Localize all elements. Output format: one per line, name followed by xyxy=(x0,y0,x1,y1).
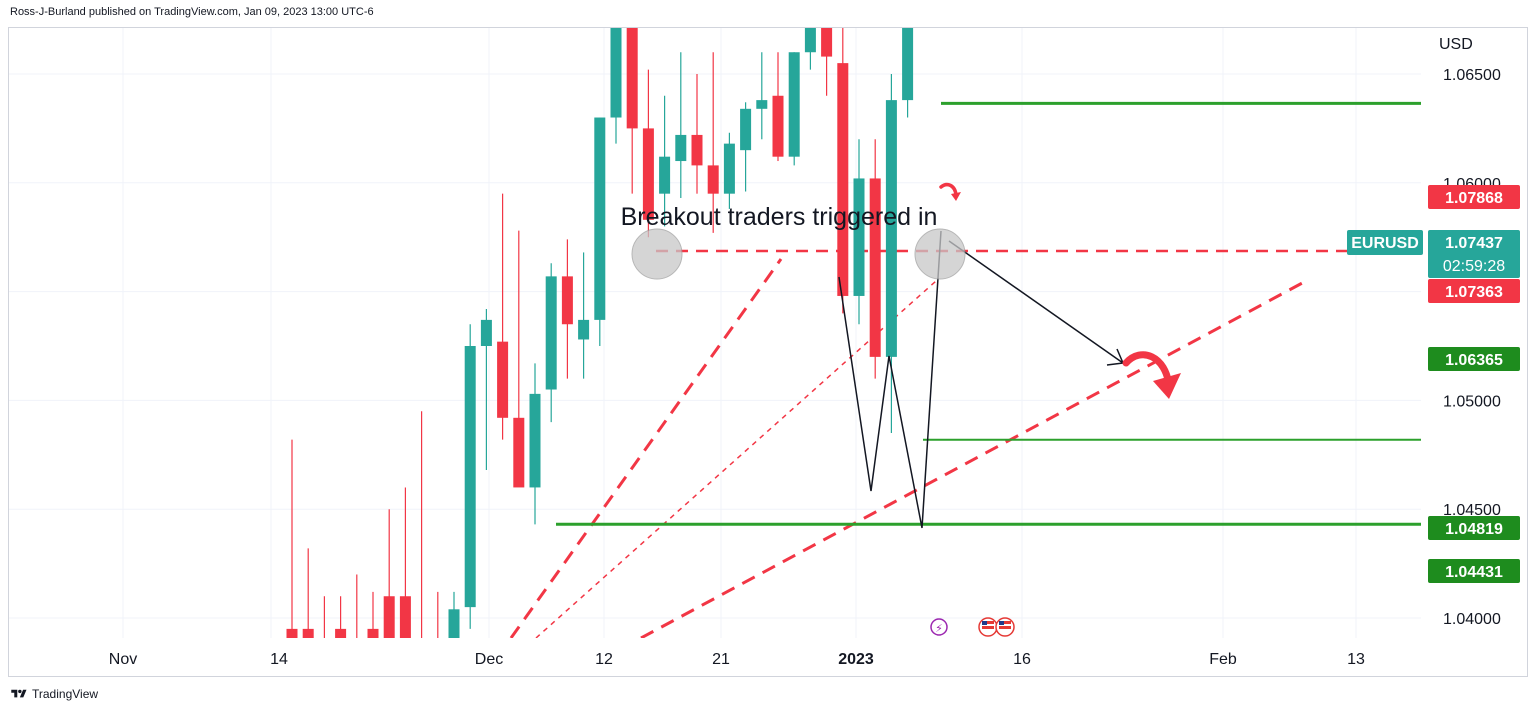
candle-body xyxy=(545,276,557,390)
trendline-steep xyxy=(509,258,783,638)
chart-frame[interactable]: 1.090001.085001.080001.065001.060001.055… xyxy=(8,27,1528,677)
small-curved-arrow xyxy=(939,182,958,197)
flag-canton xyxy=(982,621,987,625)
candle-body xyxy=(367,628,379,638)
flag-stripe xyxy=(982,626,994,629)
candle-body xyxy=(319,651,330,662)
bar-countdown: 02:59:28 xyxy=(1443,258,1505,275)
tradingview-logo-icon xyxy=(11,689,27,698)
event-lightning-glyph: ⚡ xyxy=(935,622,943,635)
price-label-value: 1.07868 xyxy=(1445,190,1503,207)
candle-body xyxy=(837,63,849,296)
candle-body xyxy=(772,95,784,157)
x-tick-label: Feb xyxy=(1209,651,1237,668)
candle-body xyxy=(610,28,622,118)
y-tick-label: 1.06500 xyxy=(1443,67,1501,84)
candle-body xyxy=(335,628,347,638)
candle-body xyxy=(902,28,914,101)
candle-body xyxy=(659,156,671,194)
candle-body xyxy=(302,628,314,638)
candle-body xyxy=(756,100,768,109)
price-label-box xyxy=(1428,279,1520,303)
last-price-box xyxy=(1428,230,1520,278)
brand-label: TradingView xyxy=(32,687,99,701)
tradingview-brand[interactable]: TradingView xyxy=(10,687,98,701)
candle-body xyxy=(497,341,509,418)
price-label-value: 1.04431 xyxy=(1445,564,1503,581)
price-label-box xyxy=(1428,559,1520,583)
candle-body xyxy=(480,319,492,346)
candle-body xyxy=(626,28,638,129)
highlight-circle xyxy=(914,228,966,280)
curved-down-arrowhead xyxy=(1153,373,1181,399)
candle-body xyxy=(513,417,525,488)
zigzag-pattern xyxy=(838,230,942,529)
candle-body xyxy=(432,640,443,662)
price-label-box xyxy=(1428,185,1520,209)
candle-body xyxy=(707,165,719,194)
trendline-lower xyxy=(640,279,1307,638)
candle-body xyxy=(594,117,606,320)
candle-body xyxy=(740,108,752,151)
plot-area: Breakout traders triggered in ⚡ xyxy=(286,28,1421,662)
candle-body xyxy=(869,178,881,357)
candle-body xyxy=(448,609,460,638)
candle-body xyxy=(561,276,573,325)
x-tick-label: 21 xyxy=(712,651,730,668)
x-tick-label: 12 xyxy=(595,651,613,668)
x-tick-label: 13 xyxy=(1347,651,1365,668)
x-tick-label: 2023 xyxy=(838,651,874,668)
publisher-credit: Ross-J-Burland published on TradingView.… xyxy=(10,6,374,18)
event-lightning-icon xyxy=(930,618,948,636)
price-label-box xyxy=(1428,347,1520,371)
price-label-box xyxy=(1428,516,1520,540)
candle-body xyxy=(383,596,395,638)
candle-body xyxy=(529,393,541,488)
candle-body xyxy=(464,346,476,608)
candle-body xyxy=(286,628,298,638)
last-price-value: 1.07437 xyxy=(1445,235,1503,252)
candle-body xyxy=(642,128,654,220)
flag-stripe xyxy=(982,621,994,624)
projection-arrow xyxy=(948,240,1124,364)
y-tick-label: 1.05000 xyxy=(1443,393,1501,410)
x-tick-label: 16 xyxy=(1013,651,1031,668)
candle-body xyxy=(853,178,865,296)
symbol-tag-label: EURUSD xyxy=(1351,235,1419,252)
candle-body xyxy=(723,143,735,194)
price-label-value: 1.07363 xyxy=(1445,284,1503,301)
chart-annotation-title: Breakout traders triggered in xyxy=(621,203,938,231)
flag-stripe xyxy=(999,621,1011,624)
small-curved-arrowhead xyxy=(951,192,961,201)
flag-canton xyxy=(999,621,1004,625)
flag-stripe xyxy=(999,626,1011,629)
highlight-circle xyxy=(631,228,683,280)
candle-body xyxy=(399,596,411,638)
price-label-value: 1.04819 xyxy=(1445,521,1503,538)
candle-body xyxy=(351,651,362,662)
x-tick-label: Dec xyxy=(475,651,503,668)
x-tick-label: 14 xyxy=(270,651,288,668)
candle-body xyxy=(804,28,816,53)
y-tick-label: 1.04000 xyxy=(1443,611,1501,628)
candle-body xyxy=(885,100,897,357)
candlestick-chart[interactable]: 1.090001.085001.080001.065001.060001.055… xyxy=(9,28,1529,678)
candle-body xyxy=(821,28,833,57)
candle-body xyxy=(691,134,703,166)
y-tick-label: 1.04500 xyxy=(1443,502,1501,519)
candle-body xyxy=(788,52,800,157)
candle-body xyxy=(675,134,687,162)
symbol-tag-box xyxy=(1347,230,1423,255)
x-tick-label: Nov xyxy=(109,651,137,668)
candle-body xyxy=(578,319,590,340)
currency-label: USD xyxy=(1439,36,1473,53)
candle-body xyxy=(416,640,427,662)
price-label-value: 1.06365 xyxy=(1445,352,1503,369)
